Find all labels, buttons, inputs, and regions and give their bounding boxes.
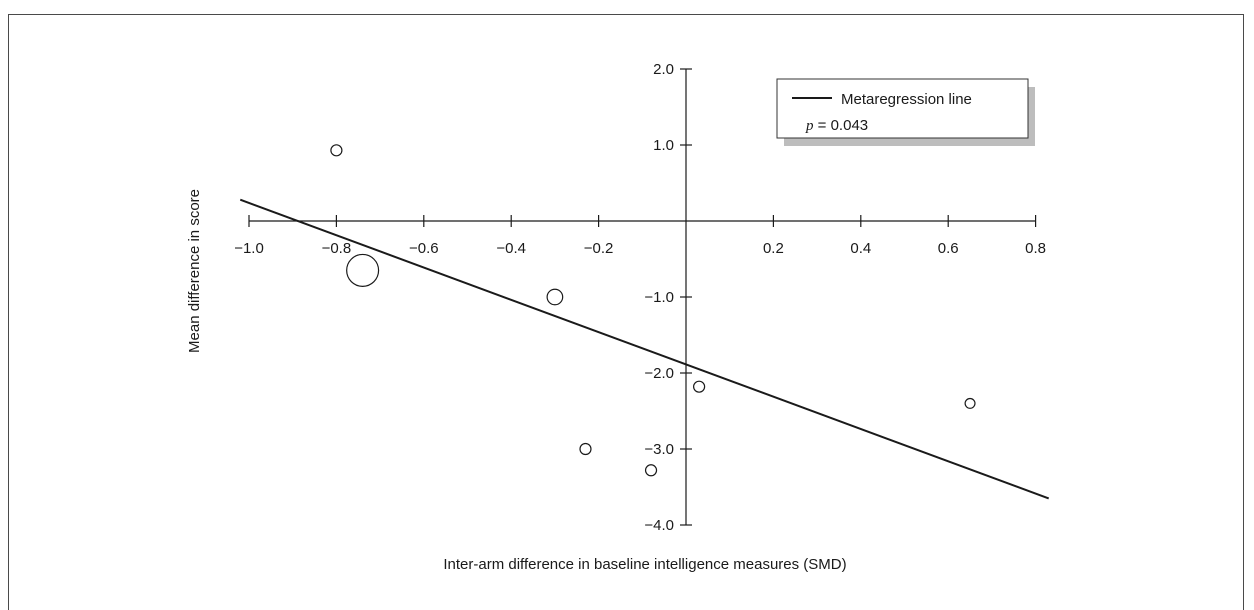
x-tick-label: 0.8	[1025, 240, 1046, 257]
x-tick-label: 0.4	[850, 240, 871, 257]
y-tick-label: 2.0	[653, 61, 674, 78]
legend-box	[776, 78, 1029, 139]
regression-line-layer	[239, 198, 1050, 500]
data-point	[579, 442, 592, 456]
legend: Metaregression line p = 0.043	[776, 78, 1035, 146]
regression-line	[239, 198, 1050, 500]
legend-p-value: p = 0.043	[805, 117, 868, 134]
y-tick-label: −3.0	[644, 441, 674, 458]
x-tick-label: −0.6	[409, 240, 439, 257]
x-tick-label: −0.2	[584, 240, 614, 257]
x-tick-label: 0.6	[938, 240, 959, 257]
data-point	[546, 288, 564, 306]
y-tick-label: 1.0	[653, 137, 674, 154]
points-layer	[330, 144, 976, 477]
legend-p-text: = 0.043	[814, 117, 869, 134]
data-point	[964, 397, 976, 409]
x-ticks: −1.0 −0.8 −0.6 −0.4 −0.2 0.2 0.4 0.6 0.8	[234, 215, 1046, 257]
y-tick-label: −4.0	[644, 517, 674, 534]
y-axis-title: Mean difference in score	[186, 189, 203, 353]
data-point	[693, 380, 706, 393]
data-point	[644, 464, 658, 477]
data-point	[330, 144, 343, 157]
chart-frame	[8, 14, 1244, 610]
y-tick-label: −1.0	[644, 289, 674, 306]
legend-p-symbol: p	[805, 118, 814, 134]
y-ticks: 2.0 1.0 −1.0 −2.0 −3.0 −4.0	[644, 61, 692, 534]
x-tick-label: 0.2	[763, 240, 784, 257]
legend-line-label: Metaregression line	[841, 91, 972, 108]
x-tick-label: −0.4	[496, 240, 526, 257]
x-tick-label: −0.8	[322, 240, 352, 257]
x-axis-title: Inter-arm difference in baseline intelli…	[443, 556, 846, 573]
x-tick-label: −1.0	[234, 240, 264, 257]
data-point	[346, 253, 380, 287]
y-tick-label: −2.0	[644, 365, 674, 382]
